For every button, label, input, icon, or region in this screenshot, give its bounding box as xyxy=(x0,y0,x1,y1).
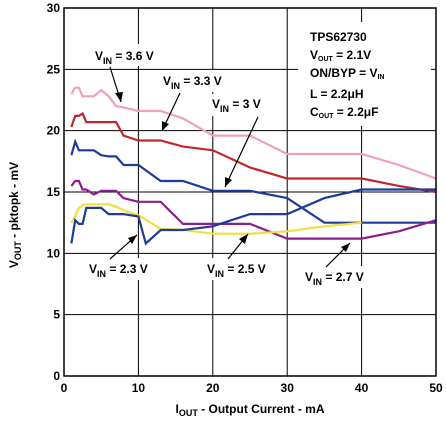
series-line-1 xyxy=(70,111,437,194)
x-tick-label: 50 xyxy=(429,381,443,395)
annotation-box: TPS62730 VOUT = 2.1V ON/BYP = VIN L = 2.… xyxy=(298,22,431,126)
y-tick-label: 30 xyxy=(47,1,61,15)
annotation-onbyp: ON/BYP = VIN xyxy=(310,66,384,81)
label-vin-3.3: VIN = 3.3 V xyxy=(156,70,240,132)
series-line-3 xyxy=(70,179,437,240)
y-tick-label: 0 xyxy=(53,369,60,383)
annotation-vout: VOUT = 2.1V xyxy=(310,48,371,63)
x-tick-labels: 0 10 20 30 40 50 xyxy=(61,381,443,395)
y-tick-label: 25 xyxy=(47,62,61,76)
annotation-cout: COUT = 2.2μF xyxy=(310,105,378,120)
label-vin-2.3: VIN = 2.3 V xyxy=(82,234,160,280)
svg-text:VIN = 2.5 V: VIN = 2.5 V xyxy=(207,262,266,279)
x-tick-label: 10 xyxy=(132,381,146,395)
y-tick-label: 10 xyxy=(47,246,61,260)
plot-frame xyxy=(63,7,437,377)
label-vin-2.5: VIN = 2.5 V xyxy=(200,233,282,280)
x-tick-label: 40 xyxy=(355,381,369,395)
label-vin-3: VIN = 3 V xyxy=(205,94,277,188)
y-tick-label: 5 xyxy=(53,308,60,322)
svg-text:VIN = 3.6 V: VIN = 3.6 V xyxy=(95,49,154,66)
svg-text:VIN = 2.7 V: VIN = 2.7 V xyxy=(305,270,364,287)
x-axis-title: IOUT - Output Current - mA xyxy=(176,402,325,418)
svg-text:VIN = 3.3 V: VIN = 3.3 V xyxy=(163,74,222,91)
series-line-5 xyxy=(70,188,436,246)
y-tick-labels: 0 5 10 15 20 25 30 xyxy=(47,1,61,383)
svg-text:VIN = 3 V: VIN = 3 V xyxy=(212,97,261,114)
series-line-2 xyxy=(70,138,436,224)
x-tick-label: 20 xyxy=(206,381,220,395)
annotation-inductor: L = 2.2μH xyxy=(310,87,363,101)
series-line-0 xyxy=(70,86,437,180)
series-line-4 xyxy=(70,203,362,235)
y-tick-label: 15 xyxy=(47,185,61,199)
label-vin-3.6: VIN = 3.6 V xyxy=(88,44,172,103)
x-tick-label: 0 xyxy=(61,381,68,395)
y-axis-title: VOUT - pktopk - mV xyxy=(7,162,23,268)
label-vin-2.7: VIN = 2.7 V xyxy=(298,242,384,288)
series-layer xyxy=(70,86,437,246)
y-tick-label: 20 xyxy=(47,124,61,138)
series-labels: VIN = 3.6 V VIN = 3.3 V VIN = 3 V VIN = … xyxy=(82,44,384,288)
x-tick-label: 30 xyxy=(281,381,295,395)
svg-text:VIN = 2.3 V: VIN = 2.3 V xyxy=(89,262,148,279)
annotation-device: TPS62730 xyxy=(310,30,367,44)
